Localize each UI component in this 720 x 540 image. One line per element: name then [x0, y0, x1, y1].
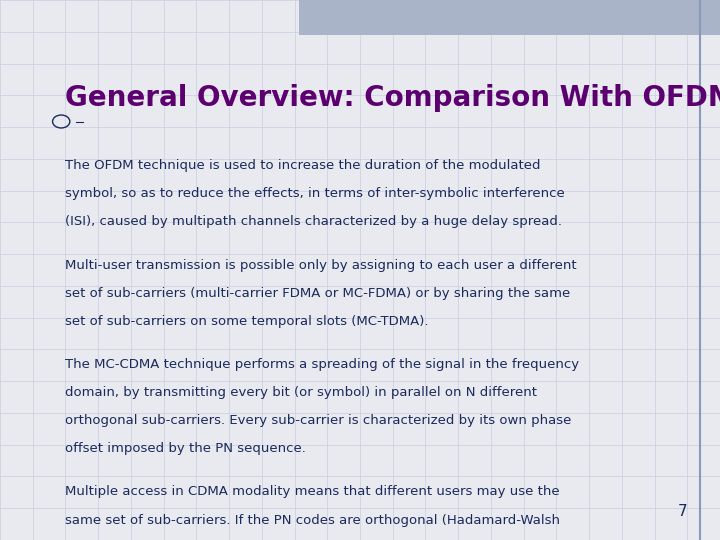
- Text: The OFDM technique is used to increase the duration of the modulated: The OFDM technique is used to increase t…: [65, 159, 540, 172]
- Text: set of sub-carriers (multi-carrier FDMA or MC-FDMA) or by sharing the same: set of sub-carriers (multi-carrier FDMA …: [65, 287, 570, 300]
- Text: General Overview: Comparison With OFDM: General Overview: Comparison With OFDM: [65, 84, 720, 112]
- Text: Multiple access in CDMA modality means that different users may use the: Multiple access in CDMA modality means t…: [65, 485, 559, 498]
- Bar: [299, 0, 720, 35]
- Text: Multi-user transmission is possible only by assigning to each user a different: Multi-user transmission is possible only…: [65, 259, 577, 272]
- Text: orthogonal sub-carriers. Every sub-carrier is characterized by its own phase: orthogonal sub-carriers. Every sub-carri…: [65, 414, 571, 427]
- Text: set of sub-carriers on some temporal slots (MC-TDMA).: set of sub-carriers on some temporal slo…: [65, 315, 428, 328]
- Text: 7: 7: [678, 504, 688, 519]
- Text: same set of sub-carriers. If the PN codes are orthogonal (Hadamard-Walsh: same set of sub-carriers. If the PN code…: [65, 514, 560, 526]
- Text: domain, by transmitting every bit (or symbol) in parallel on N different: domain, by transmitting every bit (or sy…: [65, 386, 537, 399]
- Text: The MC-CDMA technique performs a spreading of the signal in the frequency: The MC-CDMA technique performs a spreadi…: [65, 358, 579, 371]
- Text: symbol, so as to reduce the effects, in terms of inter-symbolic interference: symbol, so as to reduce the effects, in …: [65, 187, 564, 200]
- Text: offset imposed by the PN sequence.: offset imposed by the PN sequence.: [65, 442, 306, 455]
- Text: (ISI), caused by multipath channels characterized by a huge delay spread.: (ISI), caused by multipath channels char…: [65, 215, 562, 228]
